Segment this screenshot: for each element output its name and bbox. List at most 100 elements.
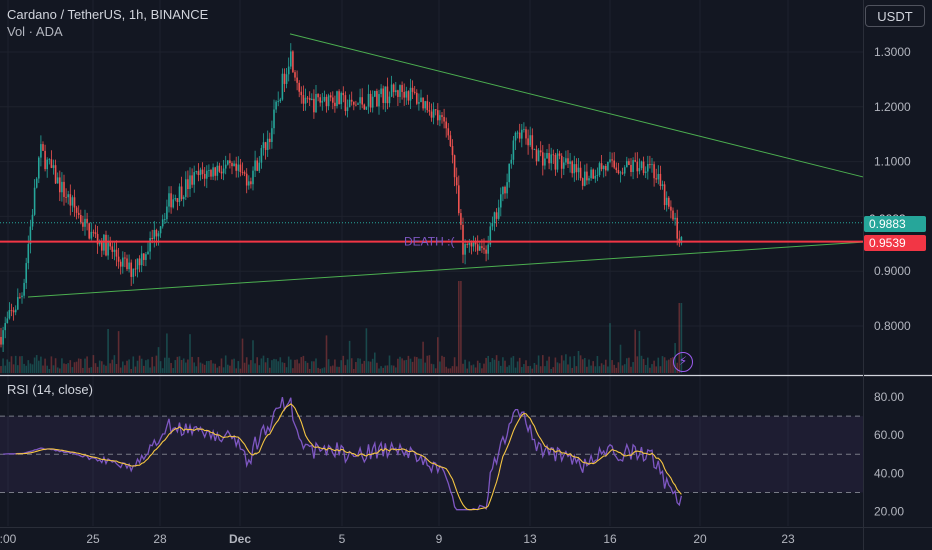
candle-body	[569, 161, 571, 164]
candle-body	[134, 268, 137, 270]
volume-bar	[380, 366, 382, 373]
candle-body	[308, 98, 311, 100]
volume-bar	[504, 360, 506, 373]
volume-bar	[663, 357, 666, 373]
volume-bar	[203, 364, 206, 373]
candle-body	[376, 90, 378, 107]
candle-body	[493, 212, 496, 223]
volume-bar	[56, 367, 59, 373]
candle-body	[69, 194, 72, 206]
candle-body	[63, 181, 65, 197]
candle-body	[556, 153, 559, 170]
volume-bar	[523, 364, 525, 373]
volume-bar	[84, 358, 86, 373]
volume-bar	[59, 368, 61, 373]
candle-body	[109, 242, 111, 247]
volume-bar	[548, 356, 550, 373]
candle-body	[632, 160, 634, 173]
candle-body	[296, 77, 298, 83]
volume-bar	[397, 358, 399, 373]
volume-bar	[342, 355, 345, 373]
candle-body	[573, 164, 576, 174]
candle-body	[392, 84, 395, 93]
candle-body	[472, 242, 475, 247]
candle-body	[630, 164, 632, 173]
candle-body	[101, 240, 103, 251]
volume-bar	[21, 356, 23, 373]
volume-bar	[250, 360, 252, 373]
volume-bar	[668, 359, 670, 373]
volume-bar	[40, 356, 42, 373]
volume-bar	[407, 355, 410, 373]
volume-bar	[581, 359, 584, 373]
candle-body	[143, 253, 145, 260]
volume-bar	[92, 355, 95, 373]
candle-body	[527, 138, 529, 146]
volume-bar	[233, 358, 235, 373]
time-tick-label: 20	[693, 532, 707, 546]
candle-body	[661, 184, 664, 187]
candle-body	[304, 97, 307, 104]
candle-body	[258, 162, 261, 171]
candle-body	[117, 256, 120, 262]
candle-body	[260, 148, 263, 163]
volume-bar	[491, 357, 494, 373]
volume-bar	[206, 361, 208, 373]
volume-bar	[497, 360, 500, 373]
volume-bar	[323, 367, 326, 373]
volume-legend[interactable]: Vol · ADA	[7, 24, 63, 39]
volume-bar	[382, 367, 384, 373]
candle-body	[470, 242, 473, 247]
volume-bar	[468, 361, 471, 373]
candle-body	[466, 244, 468, 245]
currency-button[interactable]: USDT	[865, 5, 925, 27]
volume-bar	[317, 367, 319, 373]
candle-body	[311, 98, 313, 100]
candle-body	[521, 129, 523, 139]
rsi-legend[interactable]: RSI (14, close)	[7, 382, 93, 397]
volume-bar	[161, 368, 164, 373]
volume-bar	[283, 362, 286, 373]
candle-body	[359, 97, 361, 104]
symbol-title[interactable]: Cardano / TetherUS, 1h, BINANCE	[7, 7, 209, 22]
volume-bar	[378, 368, 380, 373]
volume-bar	[182, 358, 185, 373]
candle-body	[495, 212, 498, 219]
volume-bar	[189, 334, 191, 373]
volume-bar	[518, 357, 521, 373]
volume-bar	[512, 356, 515, 373]
trendlines	[27, 33, 864, 298]
candle-body	[462, 224, 464, 255]
candle-body	[638, 168, 641, 172]
rsi-tick-label: 40.00	[874, 466, 904, 480]
candle-body	[180, 186, 183, 200]
candle-body	[189, 175, 191, 189]
volume-bar	[285, 367, 288, 373]
candle-body	[439, 115, 441, 121]
time-tick-label: 9	[436, 532, 443, 546]
candle-body	[31, 214, 34, 227]
candle-body	[491, 222, 494, 227]
volume-bar	[403, 360, 405, 373]
volume-bar	[350, 358, 353, 373]
volume-bar	[260, 358, 263, 373]
candle-body	[607, 161, 609, 171]
flash-icon[interactable]: ⚡	[673, 352, 693, 372]
candle-body	[187, 179, 189, 189]
candle-body	[605, 166, 607, 171]
candle-body	[565, 158, 567, 163]
candle-body	[663, 184, 666, 206]
volume-bar	[321, 368, 324, 373]
candle-body	[596, 175, 599, 176]
time-tick-label: 28	[153, 532, 167, 546]
volume-bar	[516, 361, 519, 373]
candle-body	[38, 157, 40, 179]
volume-bar	[567, 364, 569, 373]
volume-bar	[670, 357, 672, 373]
volume-bar	[151, 356, 153, 373]
volume-bar	[596, 356, 599, 373]
volume-bar	[35, 355, 38, 373]
candle-body	[464, 244, 466, 255]
volume-bar	[33, 357, 36, 373]
